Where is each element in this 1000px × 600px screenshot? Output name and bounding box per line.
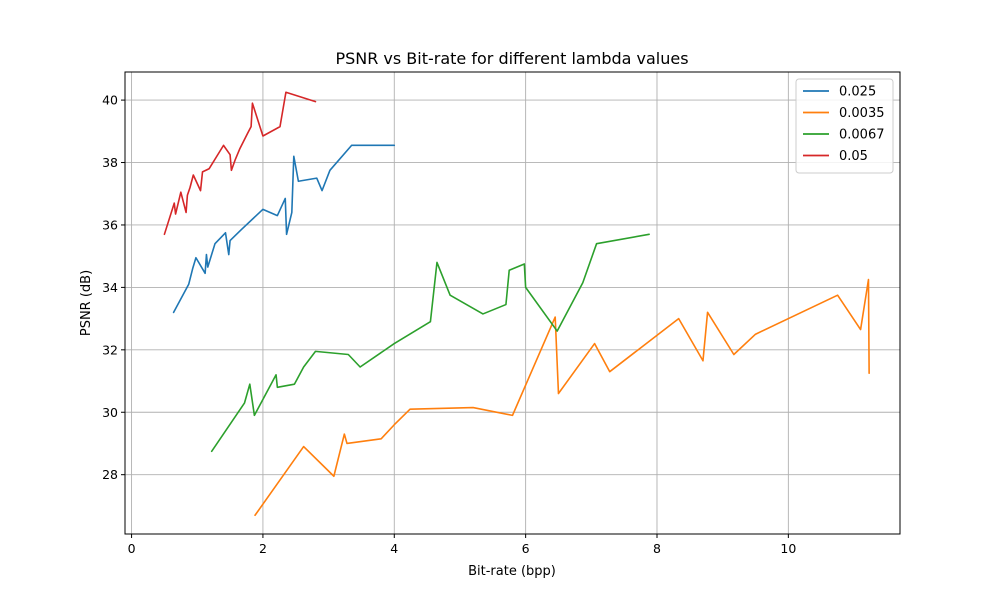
y-tick-label: 40	[102, 93, 118, 108]
legend-box	[795, 78, 894, 174]
y-tick-label: 38	[102, 155, 118, 170]
x-axis-label: Bit-rate (bpp)	[468, 564, 556, 579]
y-tick-label: 28	[102, 467, 118, 482]
plot-frame	[124, 71, 901, 535]
axis-ticks: 0 2 4 6 8 10 28 30 32 34 36 38 40	[102, 93, 796, 556]
x-tick-label: 8	[653, 541, 661, 556]
x-tick-label: 2	[259, 541, 267, 556]
y-tick-label: 36	[102, 217, 118, 232]
legend-label: 0.0067	[839, 128, 885, 143]
y-tick-label: 34	[102, 280, 118, 295]
x-tick-label: 4	[390, 541, 398, 556]
y-axis-label: PSNR (dB)	[79, 270, 94, 336]
series-line-0.0067	[210, 233, 650, 453]
legend-label: 0.0035	[839, 106, 885, 121]
series-line-0.0035	[254, 278, 870, 517]
legend-label: 0.025	[839, 85, 876, 100]
y-tick-label: 30	[102, 405, 118, 420]
x-tick-label: 0	[128, 541, 136, 556]
x-tick-label: 10	[780, 541, 796, 556]
y-tick-label: 32	[102, 342, 118, 357]
plot-series	[163, 91, 870, 517]
series-line-0.025	[172, 144, 396, 314]
series-line-0.05	[163, 91, 317, 236]
chart-title: PSNR vs Bit-rate for different lambda va…	[335, 49, 688, 68]
legend: 0.025 0.0035 0.0067 0.05	[795, 78, 894, 174]
legend-label: 0.05	[839, 149, 868, 164]
x-tick-label: 6	[522, 541, 530, 556]
